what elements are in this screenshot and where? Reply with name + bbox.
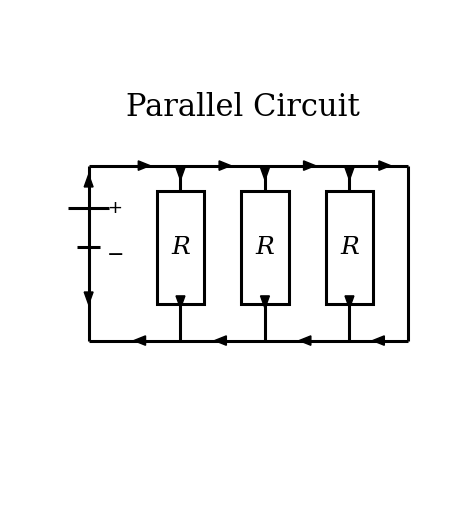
Polygon shape [84, 292, 93, 305]
Polygon shape [134, 336, 146, 345]
Polygon shape [215, 336, 227, 345]
Polygon shape [219, 161, 231, 170]
Polygon shape [261, 296, 269, 308]
Polygon shape [345, 168, 354, 180]
Polygon shape [345, 296, 354, 308]
Polygon shape [303, 161, 315, 170]
Polygon shape [176, 296, 185, 308]
Polygon shape [176, 168, 185, 180]
Text: +: + [107, 199, 122, 217]
Bar [326, 191, 374, 304]
Polygon shape [138, 161, 150, 170]
Text: R: R [171, 236, 190, 259]
Bar [156, 191, 204, 304]
Polygon shape [379, 161, 391, 170]
Polygon shape [261, 168, 269, 180]
Polygon shape [84, 175, 93, 187]
Text: Parallel Circuit: Parallel Circuit [126, 92, 360, 123]
Text: −: − [107, 245, 125, 265]
Text: R: R [340, 236, 359, 259]
Polygon shape [299, 336, 311, 345]
Bar [241, 191, 289, 304]
Polygon shape [373, 336, 384, 345]
Text: R: R [255, 236, 274, 259]
